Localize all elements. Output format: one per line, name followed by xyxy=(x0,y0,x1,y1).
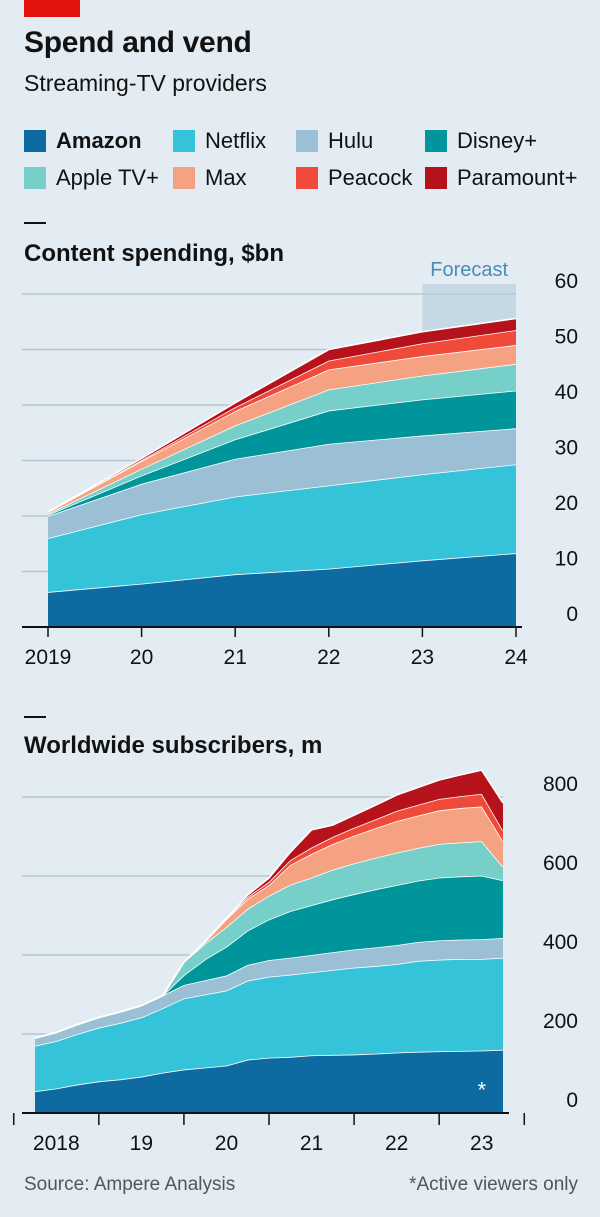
legend-label: Netflix xyxy=(205,128,267,153)
x-tick-label: 22 xyxy=(385,1132,408,1155)
y-tick-label: 0 xyxy=(566,603,578,626)
x-tick-label: 23 xyxy=(411,646,434,669)
x-tick-label: 19 xyxy=(130,1132,153,1155)
section-rule xyxy=(24,222,46,224)
legend-item-max: Max xyxy=(173,165,247,191)
area-max xyxy=(48,345,516,514)
y-tick-label: 400 xyxy=(543,931,578,954)
area-separator xyxy=(47,552,517,593)
brand-red-tab xyxy=(24,0,80,17)
legend-item-netflix: Netflix xyxy=(173,128,266,154)
y-tick-label: 600 xyxy=(543,852,578,875)
legend-label: Amazon xyxy=(56,128,142,153)
legend-swatch xyxy=(425,167,447,189)
legend-swatch xyxy=(296,130,318,152)
area-apple-tv xyxy=(35,841,503,1038)
area-amazon xyxy=(48,553,516,627)
legend-label: Apple TV+ xyxy=(56,165,159,190)
x-tick-label: 21 xyxy=(224,646,247,669)
legend-item-apple-tv: Apple TV+ xyxy=(24,165,159,191)
y-tick-label: 40 xyxy=(555,381,578,404)
area-amazon xyxy=(35,1049,503,1113)
area-peacock xyxy=(48,330,516,513)
x-tick-label: 20 xyxy=(130,646,153,669)
x-tick-label: 23 xyxy=(470,1132,493,1155)
area-separator xyxy=(47,317,517,513)
area-netflix xyxy=(48,464,516,593)
y-tick-label: 200 xyxy=(543,1010,578,1033)
y-tick-label: 0 xyxy=(566,1089,578,1112)
page-title: Spend and vend xyxy=(24,26,252,59)
legend-label: Peacock xyxy=(328,165,413,190)
legend-swatch xyxy=(173,130,195,152)
y-tick-label: 30 xyxy=(555,437,578,460)
legend-swatch xyxy=(425,130,447,152)
subscribers-chart: 0 200 400 600 800 2018 19 20 21 22 23 * xyxy=(12,769,578,1155)
legend-swatch xyxy=(173,167,195,189)
chart2-title: Worldwide subscribers, m xyxy=(24,732,323,759)
source-note: Source: Ampere Analysis xyxy=(24,1174,236,1195)
area-disney xyxy=(35,875,503,1038)
x-tick-label: 2019 xyxy=(25,646,72,669)
area-disney xyxy=(48,390,516,516)
legend-item-peacock: Peacock xyxy=(296,165,412,191)
area-netflix xyxy=(35,957,503,1092)
x-tick-label: 24 xyxy=(504,646,528,669)
legend-item-amazon: Amazon xyxy=(24,128,142,154)
chart1-title: Content spending, $bn xyxy=(24,240,284,267)
legend-item-paramount: Paramount+ xyxy=(425,165,577,191)
forecast-label: Forecast xyxy=(430,259,508,281)
legend-label: Max xyxy=(205,165,247,190)
y-tick-label: 20 xyxy=(555,492,578,515)
footnote: *Active viewers only xyxy=(409,1174,578,1195)
x-tick-label: 20 xyxy=(215,1132,238,1155)
y-tick-label: 60 xyxy=(555,270,578,293)
area-separator xyxy=(47,389,517,516)
area-apple-tv xyxy=(48,363,516,515)
y-tick-label: 50 xyxy=(555,326,578,349)
legend-label: Hulu xyxy=(328,128,374,153)
y-tick-label: 10 xyxy=(555,548,578,571)
amazon-active-viewers-asterisk: * xyxy=(477,1077,486,1102)
area-hulu xyxy=(35,938,503,1046)
area-max xyxy=(35,806,503,1038)
x-tick-label: 2018 xyxy=(33,1132,80,1155)
legend-item-hulu: Hulu xyxy=(296,128,373,154)
legend-swatch xyxy=(24,130,46,152)
legend-item-disney: Disney+ xyxy=(425,128,537,154)
section-rule xyxy=(24,716,46,718)
area-separator xyxy=(34,769,504,1039)
x-tick-label: 22 xyxy=(317,646,340,669)
y-tick-label: 800 xyxy=(543,773,578,796)
x-tick-label: 21 xyxy=(300,1132,323,1155)
content-spending-chart: Forecast 0 10 20 30 40 50 60 2019 20 21 22 23 24 xyxy=(22,259,578,669)
area-hulu xyxy=(48,428,516,539)
legend-swatch xyxy=(24,167,46,189)
page-subtitle: Streaming-TV providers xyxy=(24,70,267,96)
legend-label: Disney+ xyxy=(457,128,538,153)
legend-swatch xyxy=(296,167,318,189)
legend-label: Paramount+ xyxy=(457,165,578,190)
